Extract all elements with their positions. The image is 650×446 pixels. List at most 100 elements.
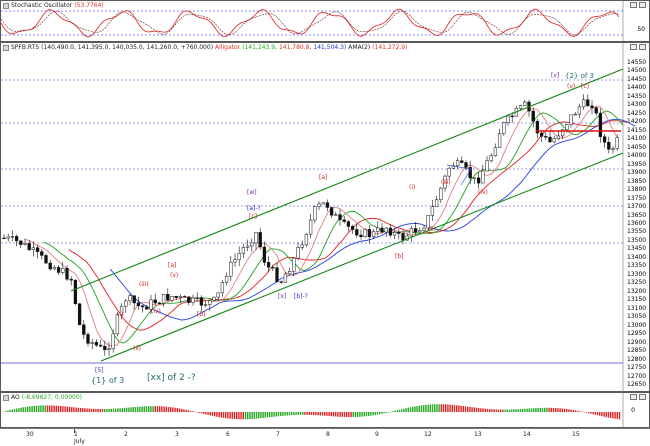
ao-bar [119, 408, 121, 412]
ao-bar [568, 409, 570, 412]
ao-bar [178, 408, 181, 412]
ao-bar [530, 408, 533, 412]
price-scale-label: 13950 [627, 160, 647, 168]
ao-bar [610, 412, 612, 418]
maximize-icon[interactable] [630, 44, 637, 50]
ao-bar [418, 405, 420, 412]
date-label: 8 [326, 431, 330, 438]
ao-bar [590, 412, 592, 414]
ao-bar [185, 409, 187, 412]
price-scale-label: 14300 [627, 101, 647, 109]
ao-panel[interactable]: AO (-8.69627, 0.00000) 0 [0, 392, 650, 429]
ao-bar [440, 404, 442, 412]
ao-bar [264, 412, 266, 418]
date-label: 30 [26, 431, 34, 438]
ao-bar [77, 407, 79, 412]
candle [94, 342, 99, 346]
ao-bar [607, 412, 610, 418]
ao-bar [174, 407, 176, 412]
ao-bar [291, 412, 293, 416]
ao-bar [68, 406, 71, 412]
price-scale-label: 13350 [627, 262, 647, 270]
ao-bar [277, 412, 280, 417]
ao-bar [500, 409, 502, 412]
candle [455, 160, 460, 166]
candle [266, 262, 271, 268]
ao-bar [332, 412, 335, 417]
wave-label: [b] [395, 253, 404, 260]
ao-bar [546, 407, 548, 412]
ao-bar [141, 406, 143, 412]
candle [220, 282, 225, 294]
candle [590, 105, 594, 109]
ao-bar [152, 406, 154, 412]
ao-bar [18, 408, 20, 412]
price-scale-label: 13450 [627, 245, 647, 253]
wave-label: (i) [409, 184, 416, 191]
ao-bar [570, 409, 572, 412]
ao-bar [31, 406, 33, 412]
candle [31, 247, 36, 251]
ma-jaw-line [109, 118, 636, 321]
ao-bar [592, 412, 594, 415]
wave-label: [v] [551, 72, 560, 79]
candle [602, 136, 607, 143]
ao-bar [75, 407, 77, 412]
price-panel[interactable]: SPFB.RTS (140,490.0, 141,395.0, 140,035.… [0, 42, 650, 393]
candle [422, 227, 426, 231]
ao-bar [491, 409, 493, 412]
ao-bar [121, 408, 123, 412]
ao-bar [33, 405, 35, 412]
ao-bar [522, 408, 524, 412]
stochastic-scale-50: 50 [637, 26, 645, 33]
ao-bar [361, 412, 363, 417]
ao-bar [464, 406, 467, 412]
wave-label: [c] [581, 83, 589, 90]
ao-bar [62, 406, 64, 412]
stochastic-panel[interactable]: Stochastic Oscillator (53.7764) 50 [0, 0, 650, 43]
close-icon[interactable] [639, 2, 646, 8]
ao-bar [423, 405, 425, 412]
candle [300, 244, 304, 248]
candle [544, 136, 548, 138]
ao-bar [594, 412, 596, 415]
ao-bar [187, 410, 189, 412]
maximize-icon[interactable] [630, 394, 637, 400]
candle [577, 106, 582, 115]
ao-bar [515, 409, 517, 412]
close-icon[interactable] [639, 394, 646, 400]
ao-bar [167, 406, 170, 412]
ao-bar [269, 412, 271, 418]
candle [308, 219, 313, 235]
ao-bar [247, 412, 249, 420]
alligator-teeth: 141,780.8, [278, 44, 312, 51]
ao-bar [308, 412, 310, 415]
ao-bar [566, 409, 568, 412]
ao-bar [288, 412, 291, 416]
ao-bar [467, 406, 469, 412]
candle [607, 141, 611, 150]
wave-label: [b]-? [294, 293, 308, 300]
ao-bar [614, 412, 616, 419]
ao-bar [64, 406, 66, 412]
candle [237, 252, 241, 261]
candle [418, 230, 422, 233]
ao-bar [458, 405, 460, 412]
ao-bar [370, 412, 372, 416]
ao-bar [51, 405, 53, 412]
ao-name: AO [11, 394, 20, 401]
maximize-icon[interactable] [630, 2, 637, 8]
ao-bar [493, 409, 495, 412]
candle [136, 302, 141, 307]
ao-bar [427, 404, 429, 412]
close-icon[interactable] [639, 44, 646, 50]
candle [497, 133, 502, 148]
ao-bar [128, 407, 130, 412]
wave-label: [b] [197, 311, 206, 318]
date-tick [74, 429, 75, 433]
ao-bar [445, 404, 447, 412]
candle [128, 295, 132, 302]
ao-bar [117, 408, 119, 412]
candle [10, 236, 15, 238]
ao-bar [405, 408, 407, 412]
